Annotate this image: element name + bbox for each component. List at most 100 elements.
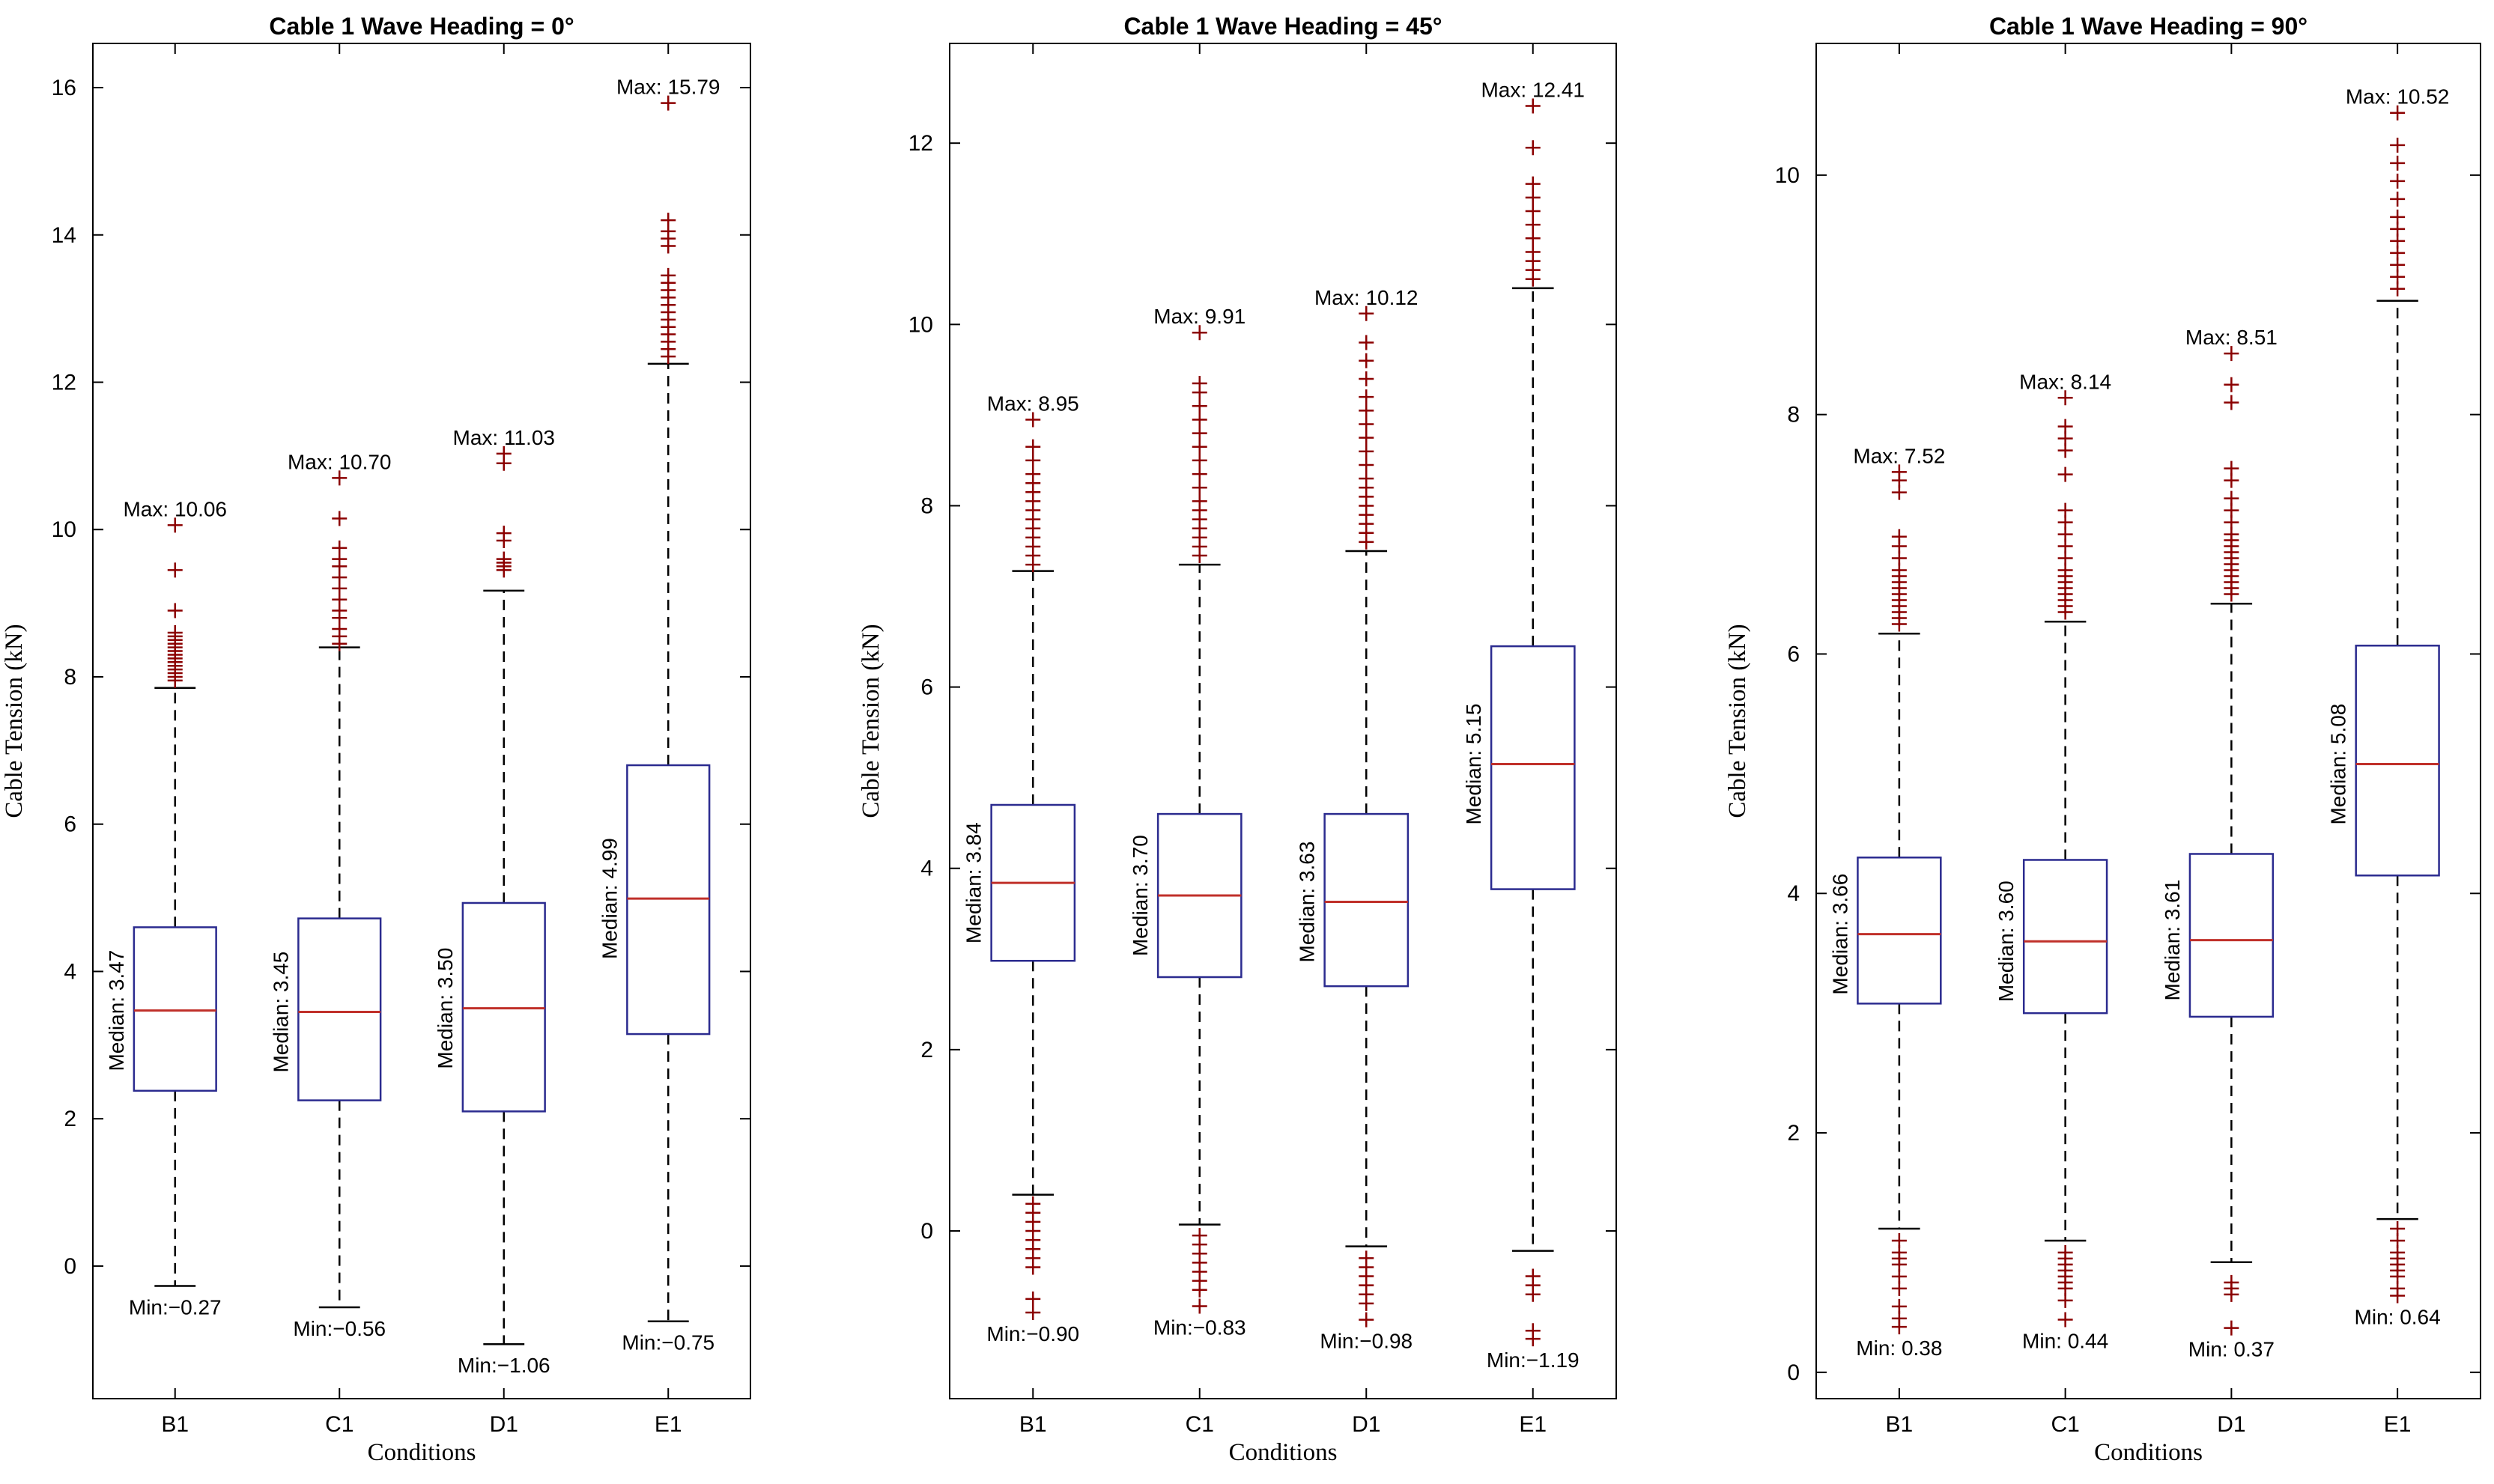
chart-1-ytick-label: 8 — [920, 493, 933, 518]
chart-1-max-label: Max: 9.91 — [1153, 305, 1246, 328]
chart-2-outlier-point — [1891, 464, 1907, 480]
chart-0-max-label: Max: 15.79 — [616, 76, 720, 99]
chart-1-ylabel: Cable Tension (kN) — [858, 624, 885, 818]
chart-1-min-label: Min:−0.98 — [1320, 1330, 1413, 1353]
chart-2-ytick-label: 8 — [1787, 403, 1800, 428]
chart-1-median-label: Median: 5.15 — [1462, 704, 1485, 825]
chart-1-outlier-point — [1359, 471, 1374, 487]
chart-2-median-label: Median: 3.61 — [2161, 880, 2184, 1001]
chart-0-outlier-point — [167, 562, 183, 578]
chart-1-outlier-point — [1525, 231, 1541, 246]
chart-1-ytick-label: 10 — [908, 312, 933, 337]
chart-1-min-label: Min:−1.19 — [1487, 1348, 1580, 1372]
chart-1-outlier-point — [1025, 412, 1041, 428]
chart-2-box — [2022, 859, 2108, 1015]
chart-0-axes-frame — [92, 43, 751, 1399]
chart-1-min-label: Min:−0.90 — [986, 1322, 1079, 1345]
chart-1-median-label: Median: 3.70 — [1129, 835, 1152, 956]
chart-0-min-label: Min:−0.56 — [293, 1317, 386, 1340]
chart-0-median-label: Median: 3.47 — [105, 950, 128, 1071]
chart-0-outlier-point — [332, 470, 348, 486]
chart-0-min-label: Min:−0.27 — [129, 1295, 222, 1319]
chart-1-outlier-point — [1359, 1312, 1374, 1328]
chart-2-outlier-point — [2224, 1320, 2239, 1336]
chart-2-outlier-point — [2057, 419, 2073, 434]
chart-2-ytick-label: 0 — [1787, 1360, 1800, 1385]
chart-1-box — [1490, 645, 1576, 890]
chart-2-outlier-point — [2057, 502, 2073, 518]
chart-2-ytick-label: 10 — [1775, 163, 1800, 188]
chart-2-outlier-point — [2390, 209, 2406, 225]
chart-1-ytick-label: 4 — [920, 857, 933, 881]
chart-0-median-label: Median: 3.50 — [434, 948, 457, 1069]
chart-1-median-label: Median: 3.63 — [1296, 842, 1319, 963]
chart-1-outlier-point — [1525, 1286, 1541, 1302]
chart-2-outlier-point — [2057, 1312, 2073, 1328]
chart-1-outlier-point — [1192, 466, 1207, 482]
chart-2-outlier-point — [2390, 173, 2406, 189]
chart-0-ytick-label: 4 — [64, 959, 76, 984]
chart-1-xlabel: Conditions — [1229, 1439, 1338, 1466]
chart-0-ytick-label: 10 — [52, 517, 76, 542]
chart-1-ytick-label: 12 — [908, 131, 933, 156]
chart-2-title: Cable 1 Wave Heading = 90° — [1989, 13, 2308, 40]
chart-0-outlier-point — [661, 267, 676, 283]
chart-0-min-label: Min:−0.75 — [622, 1331, 714, 1354]
chart-2-box — [2355, 645, 2440, 877]
chart-1-outlier-point — [1525, 217, 1541, 233]
chart-1-outlier-point — [1192, 493, 1207, 509]
chart-1-outlier-point — [1525, 189, 1541, 205]
chart-0-xlabel: Conditions — [368, 1439, 476, 1466]
chart-2-ytick-label: 4 — [1787, 881, 1800, 906]
chart-2-max-label: Max: 7.52 — [1853, 444, 1945, 467]
chart-1-ytick-label: 6 — [920, 675, 933, 700]
chart-1-outlier-point — [1192, 412, 1207, 428]
chart-2-outlier-point — [2057, 1292, 2073, 1308]
chart-2-max-label: Max: 8.51 — [2185, 326, 2278, 349]
chart-0-ytick-label: 16 — [52, 76, 76, 100]
chart-0-max-label: Max: 10.70 — [288, 450, 392, 473]
chart-1-outlier-point — [1025, 1291, 1041, 1307]
chart-0-ylabel: Cable Tension (kN) — [1, 624, 28, 818]
chart-1-outlier-point — [1359, 389, 1374, 405]
chart-0-box — [297, 917, 382, 1101]
chart-2-ytick-label: 6 — [1787, 642, 1800, 666]
chart-1-min-label: Min:−0.83 — [1153, 1316, 1246, 1339]
chart-0-outlier-point — [496, 445, 512, 461]
chart-2-ylabel: Cable Tension (kN) — [1724, 624, 1751, 818]
chart-1-median-label: Median: 3.84 — [962, 822, 986, 943]
chart-2-outlier-point — [2057, 466, 2073, 482]
chart-2-ytick-label: 2 — [1787, 1121, 1800, 1146]
chart-2-min-label: Min: 0.37 — [2188, 1338, 2275, 1361]
chart-0-outlier-point — [332, 511, 348, 526]
chart-0-outlier-point — [167, 603, 183, 618]
chart-1-outlier-point — [1359, 305, 1374, 321]
chart-0-min-label: Min:−1.06 — [458, 1354, 550, 1377]
chart-1-outlier-point — [1525, 244, 1541, 260]
chart-0-outlier-point — [661, 213, 676, 228]
chart-1-outlier-point — [1359, 457, 1374, 472]
chart-2-xtick-label: D1 — [2217, 1412, 2245, 1437]
chart-1-max-label: Max: 10.12 — [1314, 286, 1419, 309]
chart-2-box — [2188, 853, 2275, 1018]
chart-0-ytick-label: 8 — [64, 665, 76, 690]
chart-2-outlier-point — [2224, 490, 2239, 506]
chart-1-title: Cable 1 Wave Heading = 45° — [1123, 13, 1442, 40]
chart-1-outlier-point — [1359, 430, 1374, 445]
chart-2-outlier-point — [2224, 460, 2239, 476]
chart-2-outlier-point — [2224, 346, 2239, 362]
chart-0-median-label: Median: 4.99 — [598, 838, 621, 959]
chart-2-min-label: Min: 0.64 — [2355, 1305, 2441, 1328]
chart-2-median-label: Median: 3.66 — [1828, 874, 1851, 995]
chart-2-outlier-point — [2390, 1288, 2406, 1304]
chart-1-outlier-point — [1025, 439, 1041, 454]
chart-1-ytick-label: 0 — [920, 1219, 933, 1244]
chart-1-outlier-point — [1025, 1259, 1041, 1275]
chart-1-outlier-point — [1192, 325, 1207, 341]
chart-0-xtick-label: C1 — [325, 1412, 354, 1437]
chart-1-ytick-label: 2 — [920, 1038, 933, 1062]
chart-2-xtick-label: E1 — [2384, 1412, 2412, 1437]
chart-2-median-label: Median: 5.08 — [2327, 704, 2350, 825]
chart-1-outlier-point — [1192, 1298, 1207, 1314]
